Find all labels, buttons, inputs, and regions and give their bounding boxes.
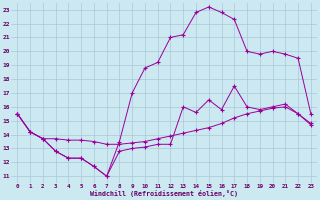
X-axis label: Windchill (Refroidissement éolien,°C): Windchill (Refroidissement éolien,°C) <box>90 190 238 197</box>
